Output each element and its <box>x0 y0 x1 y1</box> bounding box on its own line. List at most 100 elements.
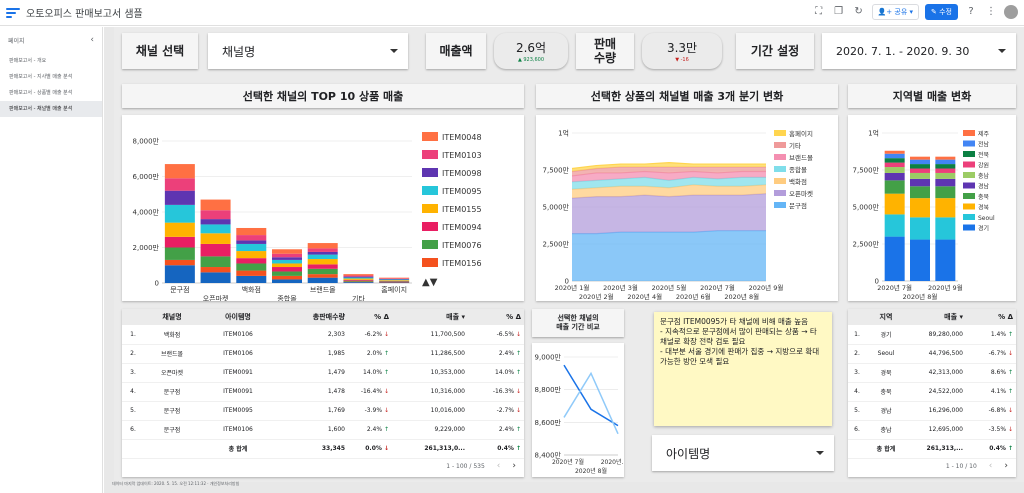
table-row[interactable]: 2. Seoul 44,796,500 -6.7% ↓ <box>848 344 1016 364</box>
bar-segment[interactable] <box>307 277 338 283</box>
area-series[interactable] <box>572 177 766 190</box>
more-icon[interactable]: ⋮ <box>986 6 996 17</box>
bar-segment[interactable] <box>307 243 338 249</box>
col-qty-delta[interactable]: % Δ <box>348 309 392 325</box>
bar-segment[interactable] <box>272 249 302 254</box>
next-page-icon[interactable]: › <box>512 461 516 471</box>
bar-segment[interactable] <box>236 240 267 244</box>
col-qty[interactable]: 총판매수량 <box>276 309 348 325</box>
bar-segment[interactable] <box>307 248 338 252</box>
col-sales[interactable]: 매출 ▾ <box>906 309 966 325</box>
bar-segment[interactable] <box>910 172 930 179</box>
bar-segment[interactable] <box>307 268 338 275</box>
bar-segment[interactable] <box>379 278 410 280</box>
bar-segment[interactable] <box>910 217 930 240</box>
bar-segment[interactable] <box>236 275 267 283</box>
area-series[interactable] <box>572 171 766 182</box>
area-series[interactable] <box>572 167 766 176</box>
col-region[interactable]: 지역 <box>866 309 906 325</box>
bar-segment[interactable] <box>200 256 231 268</box>
bar-segment[interactable] <box>307 274 338 278</box>
bar-segment[interactable] <box>164 259 195 266</box>
channel-dropdown[interactable]: 채널명 <box>208 33 408 69</box>
bar-segment[interactable] <box>200 224 231 234</box>
bar-segment[interactable] <box>307 264 338 269</box>
bar-segment[interactable] <box>910 156 930 160</box>
bar-segment[interactable] <box>379 281 410 283</box>
bar-segment[interactable] <box>379 278 410 279</box>
copy-icon[interactable]: ❐ <box>834 6 844 17</box>
bar-segment[interactable] <box>910 159 930 165</box>
bar-segment[interactable] <box>272 253 302 258</box>
bar-segment[interactable] <box>236 235 267 241</box>
bar-segment[interactable] <box>884 167 905 173</box>
bar-segment[interactable] <box>236 258 267 264</box>
area-series[interactable] <box>572 162 766 172</box>
prev-page-icon[interactable]: ‹ <box>988 461 993 471</box>
bar-segment[interactable] <box>884 172 905 181</box>
avatar[interactable] <box>1004 5 1018 19</box>
fullscreen-icon[interactable]: ⛶ <box>815 6 823 17</box>
table-row[interactable]: 3. 오픈마켓 ITEM0091 1,479 14.0% ↑ 10,353,000 14.0… <box>122 363 524 383</box>
table-row[interactable]: 2. 브랜드몰 ITEM0106 1,985 2.0% ↑ 11,286,500 2.4% … <box>122 344 524 364</box>
help-icon[interactable]: ? <box>968 6 974 17</box>
table-row[interactable]: 5. 경남 16,296,000 -6.8% ↓ <box>848 401 1016 421</box>
bar-segment[interactable] <box>200 233 231 244</box>
bar-segment[interactable] <box>379 280 410 282</box>
sidebar-item-product[interactable]: 판매보고서 - 상품별 매출 분석 <box>9 90 73 96</box>
bar-segment[interactable] <box>164 236 195 248</box>
col-sales-delta[interactable]: % Δ <box>468 309 524 325</box>
table-row[interactable]: 4. 문구점 ITEM0091 1,478 -16.4% ↓ 10,316,000 -16.… <box>122 382 524 402</box>
bar-segment[interactable] <box>343 274 374 276</box>
bar-segment[interactable] <box>343 282 374 283</box>
table-row[interactable]: 1. 경기 89,280,000 1.4% ↑ <box>848 325 1016 345</box>
share-button[interactable]: 👤+ 공유 ▾ <box>871 4 920 20</box>
bar-segment[interactable] <box>910 178 930 187</box>
bar-segment[interactable] <box>200 219 231 225</box>
bar-segment[interactable] <box>343 279 374 281</box>
bar-segment[interactable] <box>272 263 302 268</box>
bar-segment[interactable] <box>343 281 374 283</box>
edit-button[interactable]: ✎ 수정 <box>925 4 958 20</box>
bar-segment[interactable] <box>935 186 956 199</box>
bar-segment[interactable] <box>935 217 956 240</box>
bar-segment[interactable] <box>884 236 905 281</box>
bar-segment[interactable] <box>236 243 267 252</box>
bar-segment[interactable] <box>236 251 267 259</box>
area-series[interactable] <box>572 230 766 281</box>
bar-segment[interactable] <box>935 156 956 160</box>
line-series[interactable] <box>563 364 619 427</box>
bar-segment[interactable] <box>884 193 905 215</box>
bar-segment[interactable] <box>884 180 905 194</box>
bar-segment[interactable] <box>307 254 338 260</box>
table-row[interactable]: 6. 충남 12,695,000 -3.5% ↓ <box>848 420 1016 440</box>
col-item[interactable]: 아이템명 <box>200 309 276 325</box>
line-series[interactable] <box>563 371 619 435</box>
bar-segment[interactable] <box>910 168 930 173</box>
bar-segment[interactable] <box>164 265 195 283</box>
bar-segment[interactable] <box>884 162 905 168</box>
bar-segment[interactable] <box>272 267 302 272</box>
bar-segment[interactable] <box>884 153 905 159</box>
collapse-chevron-icon[interactable]: ‹ <box>90 35 94 45</box>
col-sales[interactable]: 매출 ▾ <box>392 309 468 325</box>
bar-segment[interactable] <box>379 282 410 283</box>
prev-page-icon[interactable]: ‹ <box>496 461 501 471</box>
bar-segment[interactable] <box>200 199 231 211</box>
table-row[interactable]: 5. 문구점 ITEM0095 1,769 -3.9% ↓ 10,016,000 -2.7%… <box>122 401 524 421</box>
bar-segment[interactable] <box>200 272 231 283</box>
bar-segment[interactable] <box>307 259 338 265</box>
bar-segment[interactable] <box>379 277 410 279</box>
bar-segment[interactable] <box>884 214 905 237</box>
refresh-icon[interactable]: ↻ <box>854 6 863 17</box>
bar-segment[interactable] <box>272 271 302 276</box>
table-row[interactable]: 3. 경북 42,313,000 8.6% ↑ <box>848 363 1016 383</box>
bar-segment[interactable] <box>379 279 410 281</box>
bar-segment[interactable] <box>164 190 195 205</box>
period-picker[interactable]: 2020. 7. 1. - 2020. 9. 30 <box>822 33 1016 69</box>
bar-segment[interactable] <box>935 172 956 179</box>
area-series[interactable] <box>572 184 766 199</box>
sidebar-item-overview[interactable]: 판매보고서 - 개요 <box>9 58 47 64</box>
bar-segment[interactable] <box>200 210 231 220</box>
bar-segment[interactable] <box>935 198 956 218</box>
